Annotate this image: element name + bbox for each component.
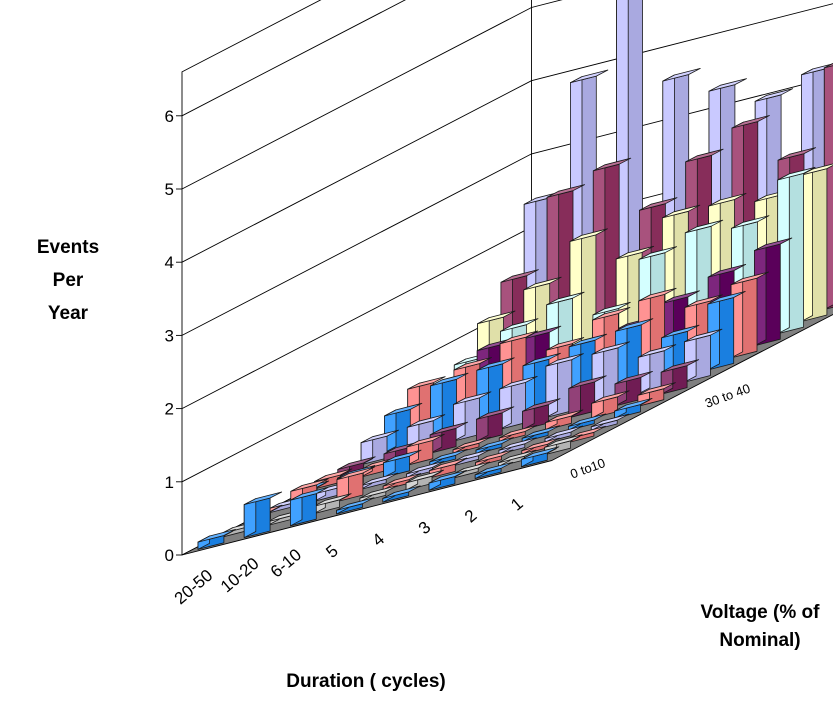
y-tick-label: 1 xyxy=(165,473,174,492)
y-axis-tick-labels: 0 1 2 3 4 5 6 xyxy=(165,107,182,565)
y-tick-label: 3 xyxy=(165,326,174,345)
depth-tick-label: 30 to 40 xyxy=(703,381,752,411)
depth-axis-title-line-1: Voltage (% of xyxy=(701,602,821,623)
x-tick-label: 10-20 xyxy=(217,554,263,597)
y-axis-title-line-1: Events xyxy=(37,237,99,258)
depth-tick-label: 0 to10 xyxy=(568,455,607,481)
x-tick-label: 1 xyxy=(507,494,526,515)
gridline xyxy=(182,0,833,116)
y-axis-title-line-2: Per xyxy=(53,270,84,291)
y-tick-label: 2 xyxy=(165,400,174,419)
y-tick-label: 0 xyxy=(165,546,174,565)
x-tick-label: 20-50 xyxy=(171,566,217,609)
x-tick-label: 2 xyxy=(461,506,480,527)
y-tick-label: 6 xyxy=(165,107,174,126)
x-tick-label: 5 xyxy=(322,541,341,562)
x-tick-label: 3 xyxy=(415,518,434,539)
depth-axis-title-line-2: Nominal) xyxy=(719,630,800,651)
x-tick-label: 4 xyxy=(369,529,388,550)
y-tick-label: 5 xyxy=(165,180,174,199)
y-axis-title-line-3: Year xyxy=(48,303,89,324)
x-tick-label: 6-10 xyxy=(267,545,305,581)
y-tick-label: 4 xyxy=(165,253,174,272)
x-axis-title: Duration ( cycles) xyxy=(286,671,445,692)
